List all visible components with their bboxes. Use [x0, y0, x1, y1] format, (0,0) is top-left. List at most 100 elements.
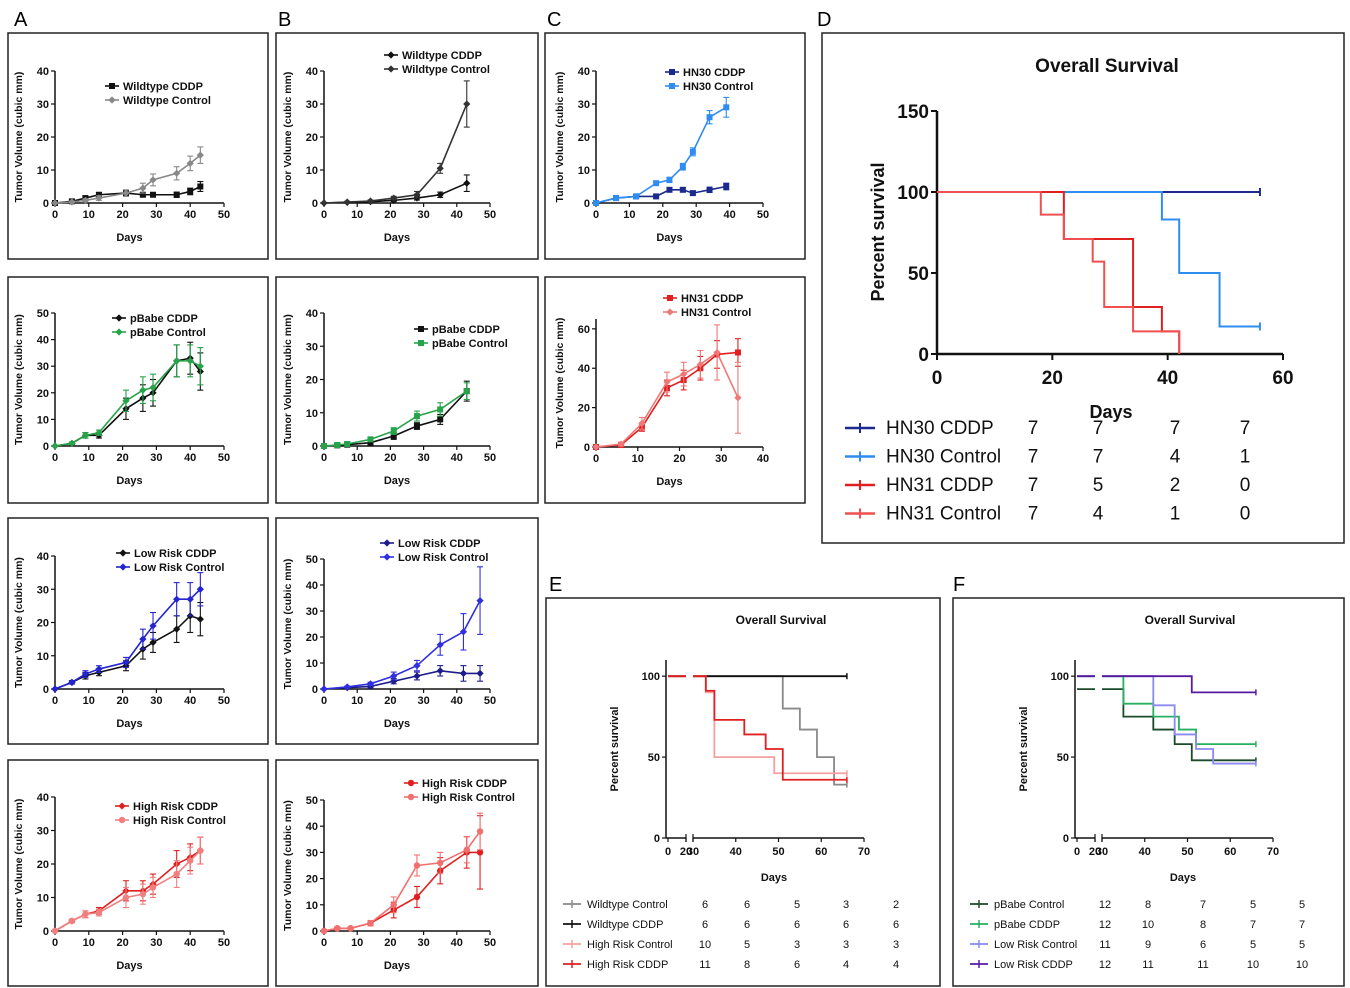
data-point-marker — [663, 378, 670, 385]
y-tick-label: 10 — [37, 893, 49, 905]
risk-table-count: 4 — [1093, 504, 1104, 525]
x-tick-label: 0 — [593, 209, 599, 221]
y-tick-label: 100 — [897, 183, 929, 204]
risk-table-count: 1 — [1240, 447, 1251, 468]
risk-table-count: 10 — [1247, 959, 1259, 971]
x-tick-label: 20 — [384, 452, 396, 464]
data-point-marker — [680, 164, 686, 170]
x-tick-label: 40 — [451, 452, 463, 464]
data-point-marker — [476, 597, 483, 604]
x-tick-label: 30 — [1096, 846, 1108, 858]
series-high-risk-control — [321, 813, 483, 934]
x-tick-label: 40 — [184, 452, 196, 464]
x-tick-label: 30 — [687, 846, 699, 858]
legend-label: Wildtype Control — [402, 64, 490, 76]
data-point-marker — [613, 195, 619, 201]
x-tick-label: 20 — [384, 695, 396, 707]
x-tick-label: 0 — [321, 209, 327, 221]
series-wildtype-control — [51, 147, 204, 207]
data-point-marker — [173, 871, 179, 877]
risk-table-count: 5 — [1250, 899, 1256, 911]
risk-table-count: 11 — [1142, 959, 1153, 971]
y-tick-label: 50 — [37, 308, 49, 320]
x-tick-label: 50 — [757, 209, 769, 221]
data-point-marker — [320, 685, 327, 692]
y-axis-label: Tumor Volume (cubic mm) — [282, 800, 294, 931]
legend-label: pBabe Control — [432, 338, 508, 350]
survival-curve-hn30-control — [937, 192, 1260, 326]
risk-table-count: 3 — [893, 939, 899, 951]
tumor-chart-b4: 010203040500 10 20 30 40 50DaysTumor Volume (… — [282, 778, 515, 972]
x-tick-label: 10 — [83, 209, 95, 221]
y-tick-label: 10 — [37, 165, 49, 177]
y-tick-label: 10 — [306, 658, 318, 670]
survival-curve-hn31-cddp — [937, 192, 1179, 354]
y-tick-label: 20 — [37, 132, 49, 144]
legend-label: Low Risk CDDP — [134, 548, 217, 560]
legend-label: HN31 CDDP — [681, 293, 743, 305]
risk-table-count: 7 — [1028, 418, 1039, 439]
panel-letter-D: D — [817, 9, 831, 31]
legend-marker — [408, 794, 414, 800]
y-tick-label: 30 — [306, 99, 318, 111]
data-point-marker — [344, 441, 350, 447]
risk-table-count: 1 — [1170, 504, 1181, 525]
x-tick-label: 30 — [417, 452, 429, 464]
panel-letter-A: A — [14, 9, 28, 31]
data-point-marker — [321, 443, 327, 449]
x-axis-label: Days — [761, 872, 787, 884]
x-tick-label: 40 — [723, 209, 735, 221]
x-tick-label: 40 — [184, 937, 196, 949]
legend-marker — [108, 96, 115, 103]
risk-table-label: HN31 CDDP — [886, 475, 994, 496]
x-tick-label: 0 — [932, 368, 943, 389]
risk-table-count: 6 — [744, 919, 750, 931]
y-axis-label: Tumor Volume (cubic mm) — [282, 559, 294, 690]
tumor-chart-c2: 02040600 10 20 30 40DaysTumor Volume (cubic … — [554, 293, 769, 488]
x-tick-label: 0 — [321, 452, 327, 464]
risk-table-label: pBabe Control — [994, 899, 1064, 911]
x-axis-label: Days — [1170, 872, 1196, 884]
risk-table-count: 5 — [1299, 939, 1305, 951]
legend-label: High Risk CDDP — [133, 801, 218, 813]
tumor-chart-b3: 010203040500 10 20 30 40 50DaysTumor Volume (… — [282, 538, 496, 730]
risk-table-label: Wildtype Control — [587, 899, 668, 911]
risk-table-count: 6 — [744, 899, 750, 911]
risk-table-count: 7 — [1250, 919, 1256, 931]
data-point-marker — [414, 894, 420, 900]
x-tick-label: 30 — [150, 452, 162, 464]
legend-marker — [115, 328, 122, 335]
legend-marker — [387, 51, 394, 58]
x-tick-label: 30 — [417, 937, 429, 949]
x-tick-label: 0 — [1074, 846, 1080, 858]
legend-marker — [383, 539, 390, 546]
legend-marker — [118, 802, 125, 809]
panel-letter-E: E — [549, 574, 562, 596]
x-tick-label: 0 — [52, 209, 58, 221]
data-point-marker — [414, 413, 420, 419]
x-tick-label: 40 — [451, 209, 463, 221]
y-tick-label: 0 — [584, 442, 590, 454]
legend-label: HN30 CDDP — [683, 67, 745, 79]
y-tick-label: 20 — [578, 403, 590, 415]
x-tick-label: 50 — [218, 695, 230, 707]
data-point-marker — [197, 184, 203, 190]
legend-marker — [387, 65, 394, 72]
risk-table-count: 12 — [1099, 919, 1111, 931]
data-point-marker — [476, 670, 483, 677]
y-axis-label: Tumor Volume (cubic mm) — [554, 72, 566, 203]
series-hn31-control — [592, 325, 741, 451]
legend-label: HN31 Control — [681, 307, 751, 319]
data-point-marker — [464, 847, 470, 853]
risk-table-count: 9 — [1145, 939, 1151, 951]
data-point-marker — [666, 177, 672, 183]
data-point-marker — [460, 628, 467, 635]
y-tick-label: 10 — [306, 165, 318, 177]
data-point-marker — [633, 193, 639, 199]
risk-table-count: 11 — [699, 959, 710, 971]
risk-table-count: 7 — [1028, 475, 1039, 496]
y-tick-label: 30 — [578, 99, 590, 111]
data-point-marker — [653, 180, 659, 186]
risk-table-count: 12 — [1099, 899, 1111, 911]
